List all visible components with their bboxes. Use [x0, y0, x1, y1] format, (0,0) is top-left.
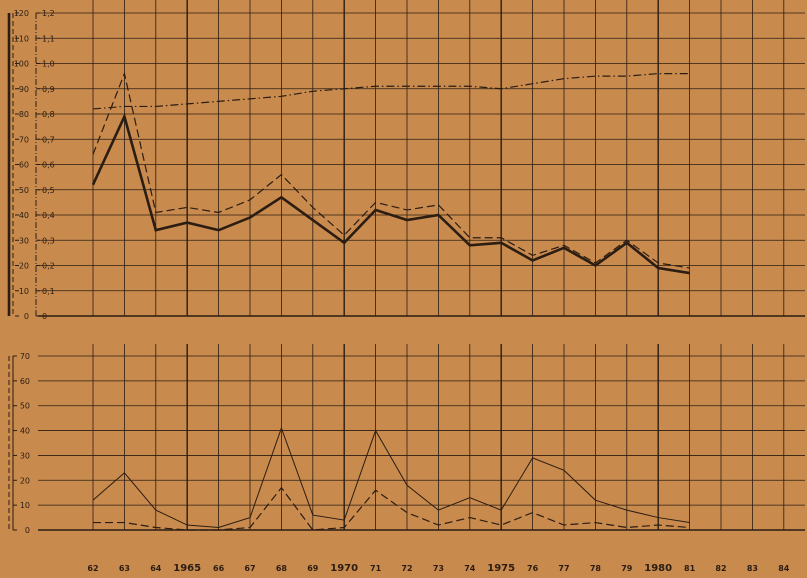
x-tick-label: 83: [747, 564, 758, 573]
bottom-tick-label: 0: [25, 526, 30, 535]
x-tick-label: 67: [244, 564, 255, 573]
x-tick-label: 1970: [330, 563, 358, 574]
bottom-tick-label: 70: [20, 352, 30, 361]
top-left-tick-label: 100: [14, 60, 29, 69]
top-right-tick-label: 1,0: [42, 60, 55, 69]
axis-layer: [7, 12, 40, 531]
top-left-tick-label: 90: [19, 85, 29, 94]
top-right-tick-label: 0,5: [42, 186, 55, 195]
top-right-tick-label: 0,8: [42, 110, 55, 119]
x-tick-label: 1980: [644, 563, 672, 574]
label-layer: 010203040506070809010011012000,10,20,30,…: [14, 9, 790, 574]
x-tick-label: 74: [464, 564, 476, 573]
x-tick-label: 66: [213, 564, 225, 573]
top-right-tick-label: 0,4: [42, 211, 55, 220]
x-tick-label: 81: [684, 564, 696, 573]
x-tick-label: 1975: [487, 563, 515, 574]
top-left-tick-label: 20: [19, 262, 29, 271]
x-tick-label: 82: [715, 564, 726, 573]
bottom-tick-label: 50: [20, 402, 30, 411]
top-left-tick-label: 120: [14, 9, 29, 18]
x-tick-label: 71: [370, 564, 382, 573]
top-left-tick-label: 10: [19, 287, 29, 296]
x-tick-label: 1965: [173, 563, 201, 574]
x-tick-label: 64: [150, 564, 162, 573]
x-tick-label: 63: [119, 564, 130, 573]
x-tick-label: 76: [527, 564, 539, 573]
top-right-tick-label: 1,1: [42, 34, 55, 43]
top-series-dashdot-line: [92, 73, 690, 110]
top-right-tick-label: 0,2: [42, 262, 55, 271]
x-tick-label: 72: [401, 564, 412, 573]
top-left-tick-label: 40: [19, 211, 29, 220]
x-tick-label: 62: [87, 564, 98, 573]
grid-layer: [38, 0, 805, 531]
top-series-dashed-line: [92, 71, 690, 269]
top-right-tick-label: 0,7: [42, 135, 55, 144]
bottom-tick-label: 20: [20, 476, 30, 485]
top-left-tick-label: 70: [19, 135, 29, 144]
top-right-tick-label: 0,9: [42, 85, 55, 94]
x-tick-label: 84: [778, 564, 790, 573]
top-left-tick-label: 110: [14, 34, 29, 43]
top-left-tick-label: 60: [19, 161, 29, 170]
top-right-tick-label: 0,3: [42, 236, 55, 245]
bottom-series-solid-line: [92, 426, 690, 529]
bottom-tick-label: 60: [20, 377, 30, 386]
series-layer: [91, 71, 690, 531]
x-tick-label: 79: [621, 564, 633, 573]
x-tick-label: 77: [558, 564, 569, 573]
bottom-series-dashed-line: [93, 486, 690, 531]
x-tick-label: 69: [307, 564, 319, 573]
top-right-tick-label: 0,6: [42, 161, 55, 170]
top-right-tick-label: 1,2: [42, 9, 55, 18]
top-series-solid-line: [91, 112, 690, 275]
x-tick-label: 73: [433, 564, 444, 573]
bottom-tick-label: 30: [20, 451, 30, 460]
bottom-tick-label: 40: [20, 427, 30, 436]
top-left-tick-label: 0: [24, 312, 29, 321]
top-left-tick-label: 30: [19, 236, 29, 245]
top-left-tick-label: 50: [19, 186, 29, 195]
top-right-tick-label: 0: [42, 312, 47, 321]
bottom-tick-label: 10: [20, 501, 30, 510]
x-tick-label: 78: [590, 564, 602, 573]
top-left-tick-label: 80: [19, 110, 29, 119]
top-right-tick-label: 0,1: [42, 287, 55, 296]
x-tick-label: 68: [276, 564, 288, 573]
